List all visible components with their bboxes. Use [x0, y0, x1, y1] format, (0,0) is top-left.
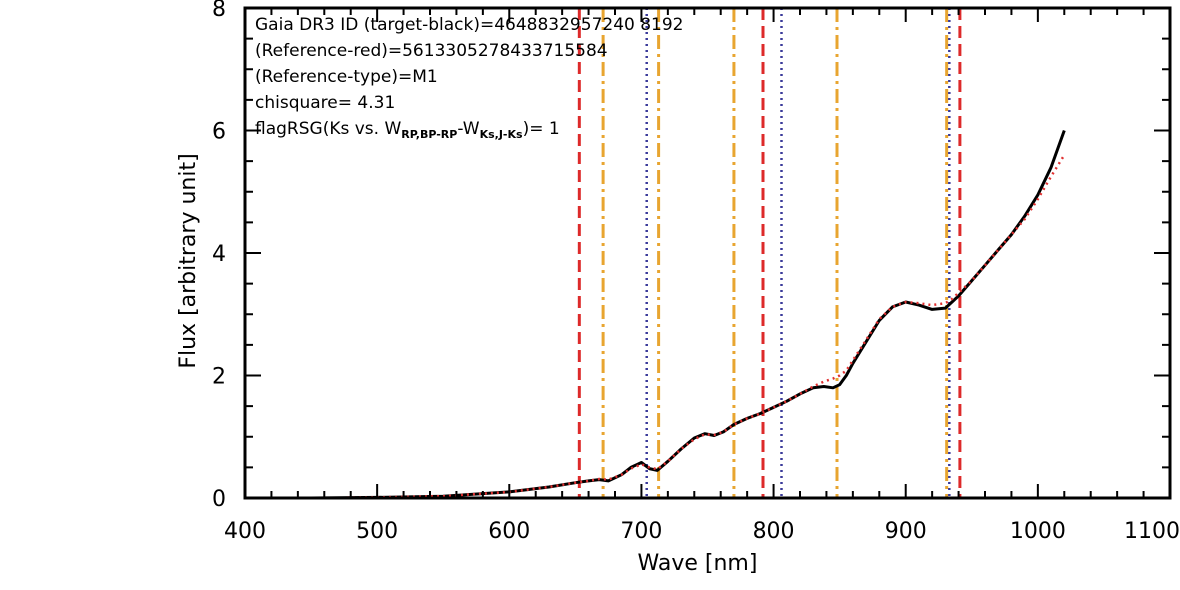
x-tick-label: 800	[753, 519, 795, 544]
y-tick-label: 0	[212, 487, 226, 512]
annotation-chisquare: chisquare= 4.31	[255, 93, 395, 113]
flag-mid: -W	[457, 119, 479, 139]
flag-sub2: Ks,J-Ks	[480, 128, 523, 141]
series-reference-line	[245, 154, 1066, 500]
y-tick-label: 8	[212, 0, 226, 22]
vertical-marker-lines	[577, 8, 962, 498]
annotation-reference-red: (Reference-red)=5613305278433715584	[255, 41, 608, 61]
series-lines	[245, 129, 1066, 500]
flag-suffix: )= 1	[523, 119, 560, 139]
x-tick-label: 1000	[1010, 519, 1066, 544]
annotation-gaia-id: Gaia DR3 ID (target-black)=4648832957240…	[255, 15, 684, 35]
y-tick-label: 6	[212, 120, 226, 145]
annotation-reference-type: (Reference-type)=M1	[255, 67, 438, 87]
x-axis-label: Wave [nm]	[638, 551, 758, 576]
annotation-block: Gaia DR3 ID (target-black)=4648832957240…	[255, 15, 684, 141]
plot-frame	[243, 6, 1172, 500]
y-tick-label: 4	[212, 242, 226, 267]
x-tick-label: 600	[488, 519, 530, 544]
flag-sub1: RP,BP-RP	[401, 128, 457, 141]
x-tick-label: 500	[356, 519, 398, 544]
x-tick-label: 900	[885, 519, 927, 544]
x-tick-label: 1100	[1124, 519, 1180, 544]
x-tick-label: 400	[224, 519, 266, 544]
tick-labels: 400 500 600 700 800 900 1000 1100 0 2 4 6 8	[212, 0, 1180, 544]
x-tick-label: 700	[620, 519, 662, 544]
y-axis-label: Flux [arbitrary unit]	[176, 153, 201, 368]
y-tick-label: 2	[212, 365, 226, 390]
annotation-flag-rsg: flagRSG(Ks vs. WRP,BP-RP-WKs,J-Ks)= 1	[255, 119, 560, 141]
series-target-line	[245, 129, 1066, 500]
flag-prefix: flagRSG(Ks vs. W	[255, 119, 401, 139]
